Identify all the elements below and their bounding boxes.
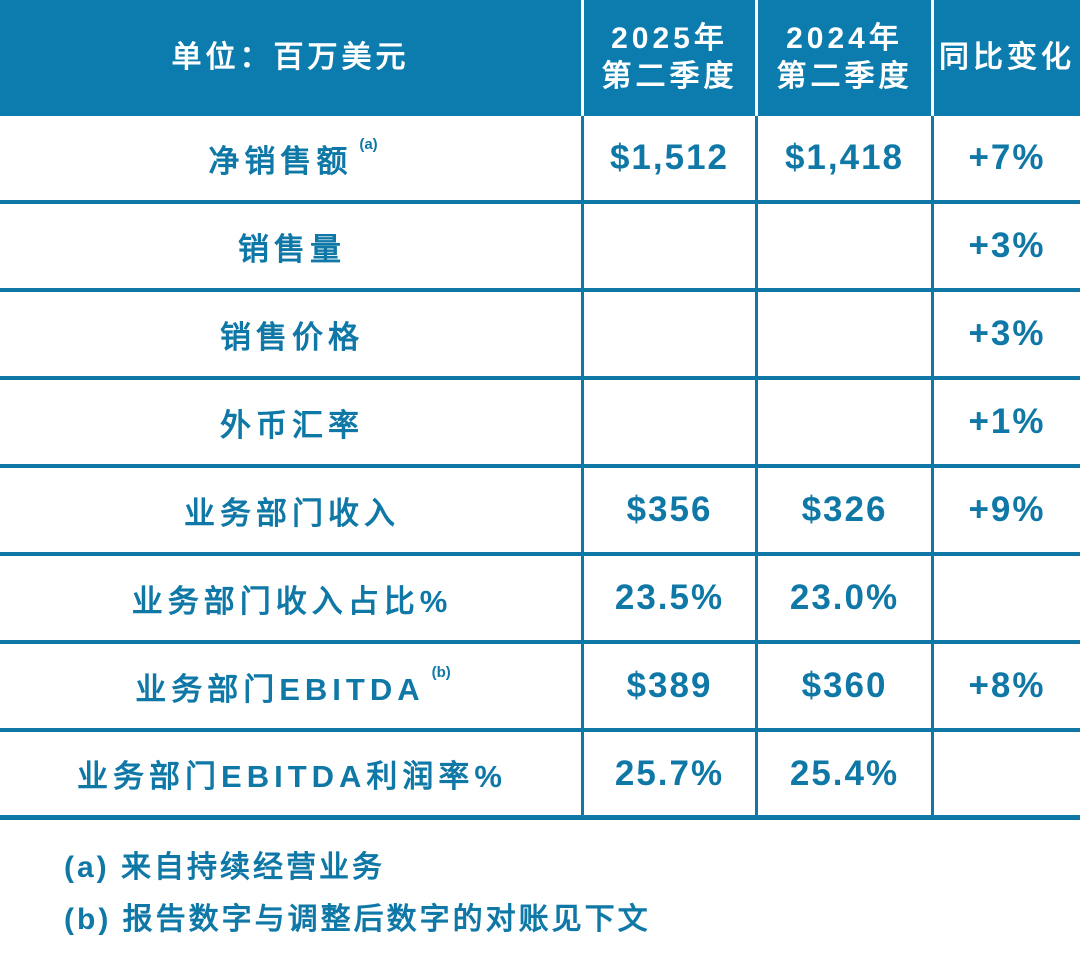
value-cell-2024: $326 xyxy=(758,468,934,552)
footnote-marker: (b) xyxy=(431,663,451,681)
header-2025-quarter: 第二季度 xyxy=(601,60,738,93)
value-cell-yoy: +1% xyxy=(968,402,1046,441)
value-cell-2024 xyxy=(758,292,934,376)
header-cell-q2-2024: 2024年 第二季度 xyxy=(758,0,934,116)
value-cell-2025: 23.5% xyxy=(584,556,758,640)
header-cell-yoy: 同比变化 xyxy=(934,0,1080,116)
row-label: 净销售额 xyxy=(208,143,353,179)
row-label-cell: 外币汇率 xyxy=(0,380,584,464)
financial-results-table: 单位：百万美元 2025年 第二季度 2024年 第二季度 同比变化 净销售额 (… xyxy=(0,0,1080,820)
value-cell-yoy: +7% xyxy=(968,138,1046,177)
header-2024-quarter: 第二季度 xyxy=(776,60,913,93)
header-2025-year: 2025年 xyxy=(611,21,728,55)
table-row-segment-income-pct: 业务部门收入占比% 23.5% 23.0% xyxy=(0,556,1080,644)
value-cell-yoy: +3% xyxy=(968,314,1046,353)
value-cell-2025 xyxy=(584,380,758,464)
footnote-b: (b) 报告数字与调整后数字的对账见下文 xyxy=(64,903,651,936)
header-cell-q2-2025: 2025年 第二季度 xyxy=(584,0,758,116)
value-cell-yoy xyxy=(934,556,1080,640)
row-label-cell: 业务部门EBITDA利润率% xyxy=(0,732,584,815)
table-row-sales-volume: 销售量 +3% xyxy=(0,204,1080,292)
row-label-cell: 销售价格 xyxy=(0,292,584,376)
value-cell-yoy: +3% xyxy=(968,226,1046,265)
row-label: 业务部门EBITDA xyxy=(135,671,425,707)
row-label: 业务部门EBITDA利润率% xyxy=(77,759,507,794)
row-label-cell: 业务部门收入占比% xyxy=(0,556,584,640)
table-row-fx-rate: 外币汇率 +1% xyxy=(0,380,1080,468)
footnote-a: (a) 来自持续经营业务 xyxy=(64,851,385,884)
row-label: 业务部门收入占比% xyxy=(131,583,453,619)
value-cell-2024: $360 xyxy=(758,644,934,728)
value-cell-2025: $389 xyxy=(584,644,758,728)
row-label-cell: 业务部门EBITDA (b) xyxy=(0,644,584,728)
table-header-row: 单位：百万美元 2025年 第二季度 2024年 第二季度 同比变化 xyxy=(0,0,1080,116)
value-cell-2024 xyxy=(758,204,934,288)
value-cell-yoy: +9% xyxy=(968,490,1046,529)
header-2024-year: 2024年 xyxy=(786,21,903,55)
table-row-segment-ebitda: 业务部门EBITDA (b) $389 $360 +8% xyxy=(0,644,1080,732)
header-cell-unit: 单位：百万美元 xyxy=(0,0,584,116)
value-cell-2025 xyxy=(584,204,758,288)
row-label: 业务部门收入 xyxy=(184,495,400,531)
yoy-label: 同比变化 xyxy=(939,40,1075,74)
table-row-segment-ebitda-margin: 业务部门EBITDA利润率% 25.7% 25.4% xyxy=(0,732,1080,820)
value-cell-2024: 23.0% xyxy=(758,556,934,640)
value-cell-2025: 25.7% xyxy=(584,732,758,815)
footnote-marker: (a) xyxy=(359,135,378,153)
row-label-cell: 净销售额 (a) xyxy=(0,116,584,200)
value-cell-2025: $1,512 xyxy=(584,116,758,200)
row-label-cell: 销售量 xyxy=(0,204,584,288)
table-row-net-sales: 净销售额 (a) $1,512 $1,418 +7% xyxy=(0,116,1080,204)
table-row-sales-price: 销售价格 +3% xyxy=(0,292,1080,380)
row-label: 销售量 xyxy=(238,231,346,267)
value-cell-2024: 25.4% xyxy=(758,732,934,815)
value-cell-2025 xyxy=(584,292,758,376)
row-label: 外币汇率 xyxy=(220,407,364,443)
value-cell-2024 xyxy=(758,380,934,464)
value-cell-yoy xyxy=(934,732,1080,815)
row-label: 销售价格 xyxy=(220,319,364,355)
value-cell-yoy: +8% xyxy=(968,666,1046,705)
value-cell-2025: $356 xyxy=(584,468,758,552)
row-label-cell: 业务部门收入 xyxy=(0,468,584,552)
unit-label: 单位：百万美元 xyxy=(171,40,410,74)
table-body: 净销售额 (a) $1,512 $1,418 +7% 销售量 +3% 销售价格 +… xyxy=(0,116,1080,820)
value-cell-2024: $1,418 xyxy=(758,116,934,200)
table-row-segment-income: 业务部门收入 $356 $326 +9% xyxy=(0,468,1080,556)
footnotes-section: (a) 来自持续经营业务 (b) 报告数字与调整后数字的对账见下文 xyxy=(0,820,1080,946)
